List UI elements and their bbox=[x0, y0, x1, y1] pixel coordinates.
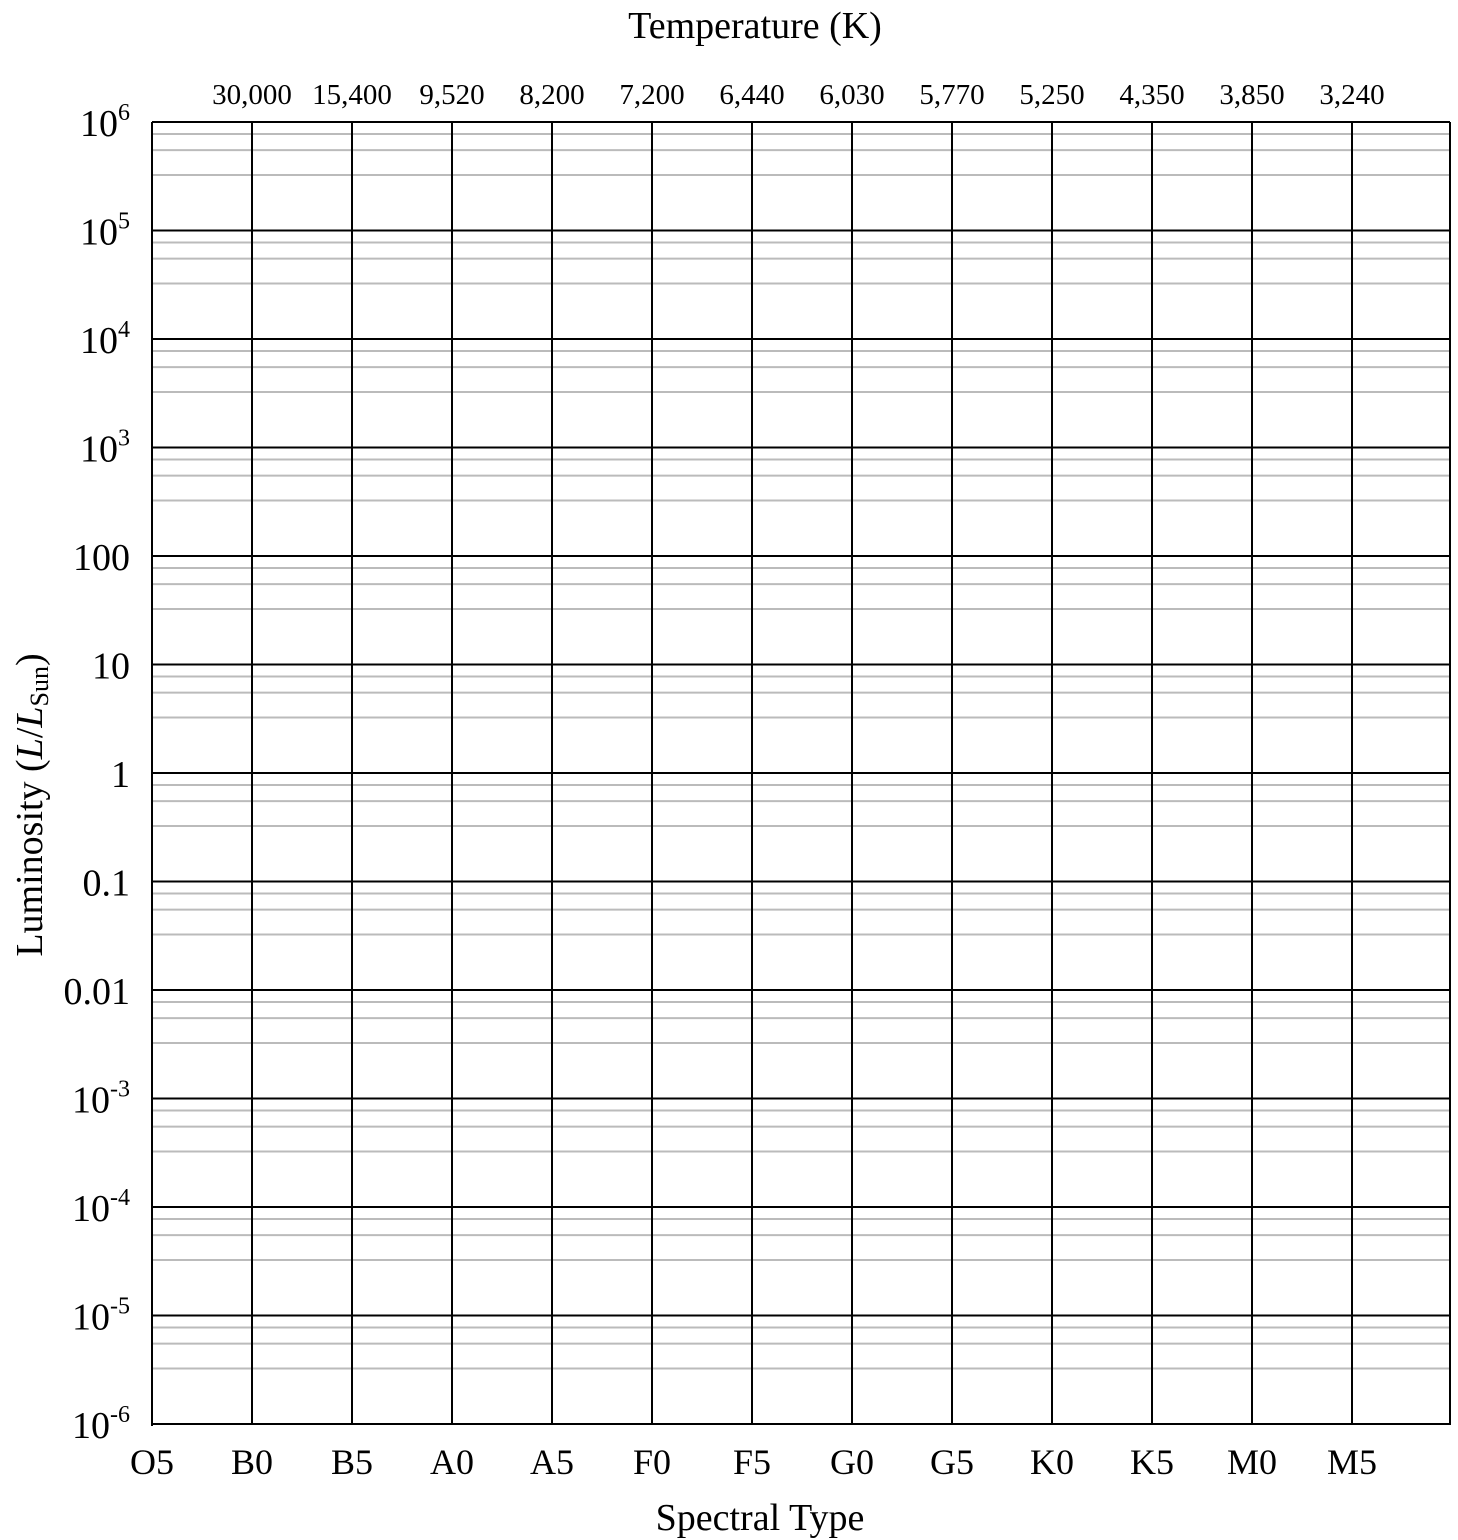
temperature-axis-title: Temperature (K) bbox=[628, 5, 882, 47]
spectral-type-label: A0 bbox=[430, 1442, 474, 1482]
spectral-type-label: K0 bbox=[1030, 1442, 1074, 1482]
major-vertical-gridlines bbox=[251, 122, 1353, 1424]
luminosity-axis-title: Luminosity (L/LSun) bbox=[9, 653, 54, 956]
spectral-type-label: G5 bbox=[930, 1442, 974, 1482]
luminosity-tick-label: 100 bbox=[73, 537, 130, 579]
temperature-tick-label: 5,770 bbox=[919, 79, 984, 111]
luminosity-tick-label: 10-6 bbox=[72, 1402, 130, 1447]
luminosity-tick-label: 10-4 bbox=[72, 1185, 130, 1230]
spectral-type-label: M0 bbox=[1227, 1442, 1277, 1482]
spectral-type-tick-labels: O5 B0 B5 A0 A5 F0 F5 G0 G5 K0 K5 M0 M5 bbox=[130, 1442, 1377, 1482]
temperature-tick-label: 7,200 bbox=[619, 79, 684, 111]
spectral-type-label: G0 bbox=[830, 1442, 874, 1482]
luminosity-axis-title-suffix: ) bbox=[9, 653, 51, 666]
luminosity-tick-label: 106 bbox=[80, 100, 130, 145]
luminosity-axis-title-L: L bbox=[9, 738, 51, 760]
temperature-tick-label: 6,440 bbox=[719, 79, 784, 111]
temperature-tick-label: 3,850 bbox=[1219, 79, 1284, 111]
spectral-type-label: A5 bbox=[530, 1442, 574, 1482]
temperature-tick-label: 15,400 bbox=[312, 79, 392, 111]
temperature-tick-label: 8,200 bbox=[519, 79, 584, 111]
luminosity-tick-label: 10-3 bbox=[72, 1077, 130, 1122]
luminosity-axis-title-sub: Sun bbox=[25, 666, 54, 706]
temperature-tick-labels: 30,000 15,400 9,520 8,200 7,200 6,440 6,030 5,7… bbox=[212, 79, 1385, 111]
plot-frame bbox=[151, 122, 1451, 1426]
temperature-tick-label: 30,000 bbox=[212, 79, 292, 111]
luminosity-tick-label: 105 bbox=[80, 209, 130, 254]
temperature-tick-label: 6,030 bbox=[819, 79, 884, 111]
temperature-tick-label: 5,250 bbox=[1019, 79, 1084, 111]
spectral-type-label: K5 bbox=[1130, 1442, 1174, 1482]
luminosity-axis-title-Lsun: L bbox=[9, 706, 51, 728]
spectral-type-label: B5 bbox=[331, 1442, 373, 1482]
luminosity-tick-label: 0.01 bbox=[64, 971, 131, 1013]
luminosity-tick-label: 10 bbox=[92, 646, 130, 688]
major-horizontal-gridlines bbox=[152, 121, 1450, 1425]
luminosity-axis-title-prefix: Luminosity ( bbox=[9, 759, 51, 956]
luminosity-tick-labels: 106 105 104 103 100 10 1 0.1 0.01 10-3 10-4 10-5 10-… bbox=[64, 100, 131, 1447]
spectral-type-label: B0 bbox=[231, 1442, 273, 1482]
spectral-type-label: F0 bbox=[633, 1442, 671, 1482]
minor-gridlines bbox=[152, 133, 1450, 1370]
temperature-tick-label: 4,350 bbox=[1119, 79, 1184, 111]
luminosity-tick-label: 103 bbox=[80, 426, 130, 471]
spectral-type-axis-title: Spectral Type bbox=[656, 1497, 865, 1539]
luminosity-axis-title-slash: / bbox=[9, 727, 51, 738]
luminosity-tick-label: 0.1 bbox=[83, 863, 131, 905]
temperature-tick-label: 9,520 bbox=[419, 79, 484, 111]
spectral-type-label: M5 bbox=[1327, 1442, 1377, 1482]
luminosity-tick-label: 104 bbox=[80, 317, 130, 362]
temperature-tick-label: 3,240 bbox=[1319, 79, 1384, 111]
luminosity-tick-label: 1 bbox=[111, 754, 130, 796]
spectral-type-label: F5 bbox=[733, 1442, 771, 1482]
spectral-type-label: O5 bbox=[130, 1442, 174, 1482]
luminosity-tick-label: 10-5 bbox=[72, 1294, 130, 1339]
